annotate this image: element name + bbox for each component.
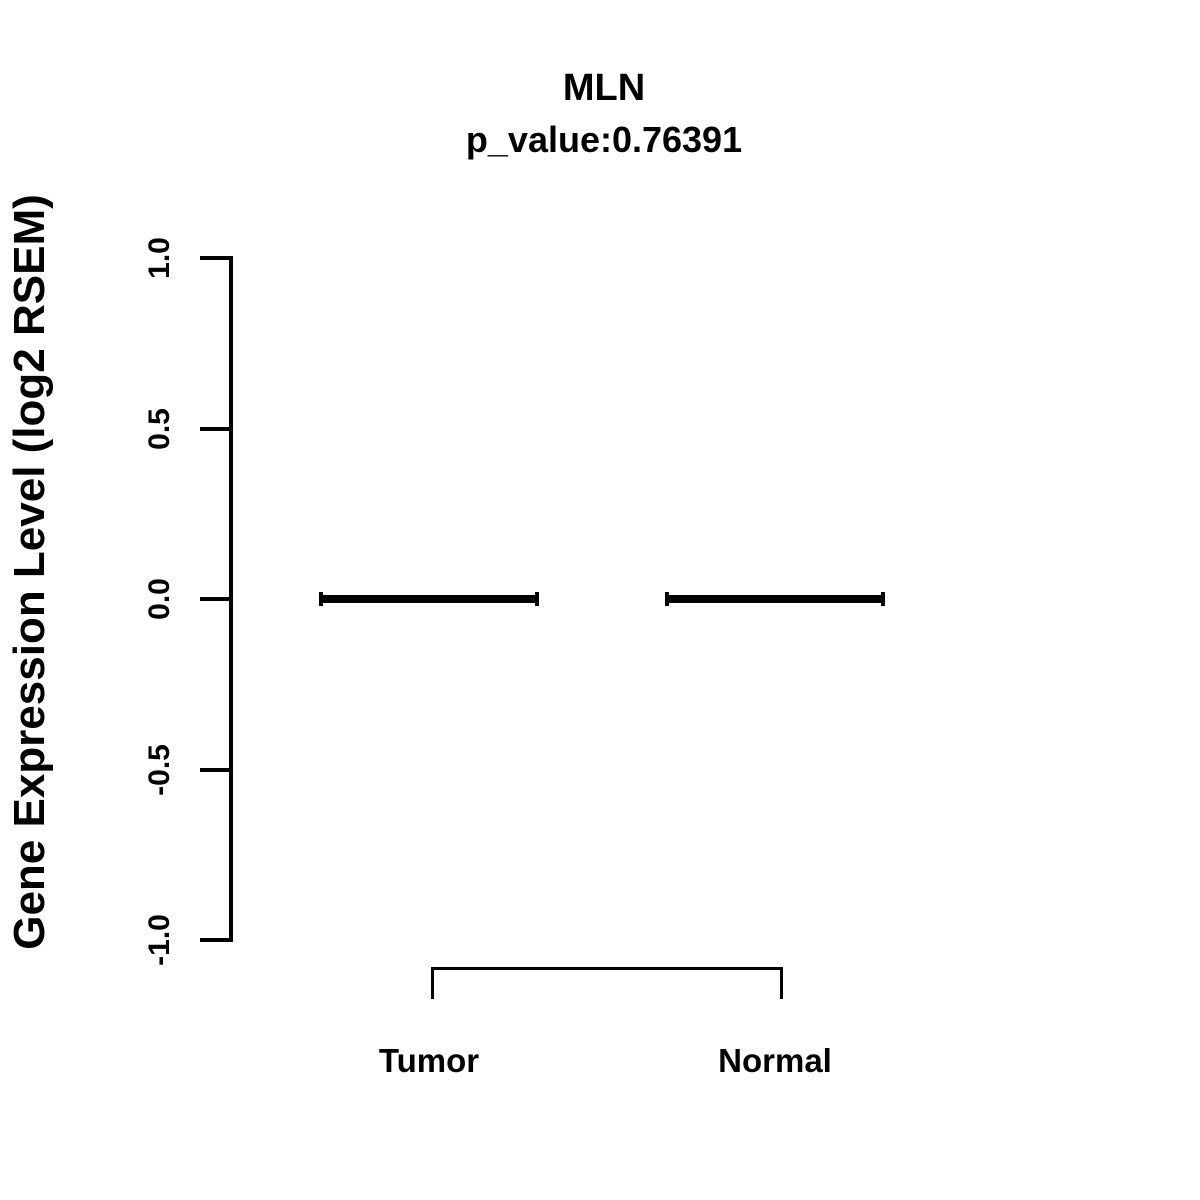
y-axis-title: Gene Expression Level (log2 RSEM) [5, 194, 54, 950]
box-end-cap [881, 592, 885, 606]
comparison-bracket-right-leg [780, 967, 783, 999]
comparison-bracket-left-leg [431, 967, 434, 999]
y-axis-tick [200, 597, 232, 601]
boxplot-median-tumor [322, 595, 536, 603]
y-axis-tick-label: 0.0 [143, 578, 176, 620]
y-axis-tick-label: -0.5 [143, 743, 176, 796]
y-axis-tick [200, 426, 232, 431]
comparison-bracket [431, 967, 783, 970]
box-end-cap [535, 592, 539, 606]
y-axis-tick-label: 0.5 [143, 407, 176, 450]
chart-title: MLN [562, 67, 646, 109]
x-category-label-normal: Normal [718, 1042, 832, 1079]
x-category-label-tumor: Tumor [378, 1042, 480, 1079]
y-axis-tick [200, 767, 232, 772]
y-axis-tick-label: -1.0 [143, 914, 176, 966]
boxplot-median-normal [668, 595, 882, 603]
y-axis-tick-label: 1.0 [143, 237, 176, 279]
y-axis-tick [200, 256, 232, 260]
chart-subtitle: p_value:0.76391 [465, 119, 743, 160]
box-end-cap [319, 592, 323, 606]
y-axis-tick [200, 938, 232, 942]
box-end-cap [665, 592, 669, 606]
